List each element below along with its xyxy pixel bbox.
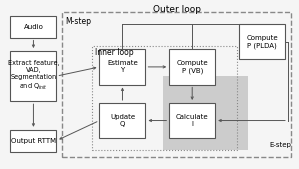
FancyBboxPatch shape [163,76,248,150]
FancyBboxPatch shape [169,49,215,84]
FancyBboxPatch shape [169,103,215,138]
FancyBboxPatch shape [10,51,57,101]
Text: Audio: Audio [24,24,43,30]
Text: Extract feature,
VAD,
Segmentation
and Q$_{init}$: Extract feature, VAD, Segmentation and Q… [8,60,59,92]
Text: Update
Q: Update Q [110,114,135,127]
FancyBboxPatch shape [100,49,146,84]
FancyBboxPatch shape [10,16,57,38]
FancyBboxPatch shape [100,103,146,138]
Text: E-step: E-step [269,142,291,148]
FancyBboxPatch shape [10,130,57,152]
Text: Compute
P (VB): Compute P (VB) [176,60,208,74]
Text: Estimate
Y: Estimate Y [107,60,138,73]
Text: Calculate
I: Calculate I [176,114,208,127]
Text: Output RTTM: Output RTTM [11,138,56,144]
Text: Outer loop: Outer loop [152,5,201,14]
Text: M-step: M-step [65,17,91,27]
Text: Compute
P (PLDA): Compute P (PLDA) [246,35,278,49]
FancyBboxPatch shape [239,24,285,59]
Text: Inner loop: Inner loop [95,48,134,57]
